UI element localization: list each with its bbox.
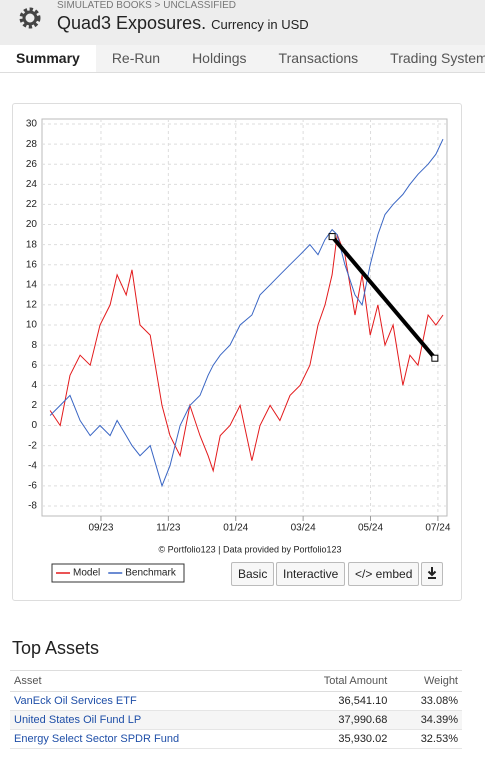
embed-button[interactable]: </> embed <box>348 562 420 586</box>
plot-area <box>41 118 448 517</box>
page-title: Quad3 Exposures. Currency in USD <box>57 13 309 34</box>
tab-bar: Summary Re-Run Holdings Transactions Trading… <box>0 45 485 73</box>
y-tick-label: 8 <box>31 340 37 351</box>
x-tick-label: 11/23 <box>156 523 181 534</box>
y-tick-label: 20 <box>26 219 38 230</box>
y-tick-label: -4 <box>28 460 37 471</box>
section-title: Top Assets <box>12 638 100 658</box>
asset-link[interactable]: Energy Select Sector SPDR Fund <box>14 733 180 745</box>
y-tick-label: 12 <box>26 300 38 311</box>
table-cell: United States Oil Fund LP <box>10 710 280 730</box>
x-tick-label: 09/23 <box>88 523 113 534</box>
x-tick-label: 05/24 <box>358 523 383 534</box>
table-cell: 33.08% <box>391 691 462 711</box>
table-cell: 35,930.02 <box>279 729 392 749</box>
series-line <box>49 138 444 488</box>
y-tick-label: 6 <box>31 360 37 371</box>
y-tick-label: -8 <box>28 501 37 512</box>
download-button[interactable] <box>421 562 443 586</box>
table-cell: 37,990.68 <box>279 710 392 730</box>
table-cell: VanEck Oil Services ETF <box>10 691 280 711</box>
series-line <box>49 234 444 473</box>
x-tick-label: 03/24 <box>291 523 316 534</box>
table-row: VanEck Oil Services ETF 36,541.10 33.08% <box>10 691 462 711</box>
interactive-button[interactable]: Interactive <box>276 562 346 586</box>
y-tick-label: 28 <box>26 139 38 150</box>
chart-card <box>12 103 462 601</box>
chart: -8-6-4-202468101214161820222426283009/23… <box>26 118 451 583</box>
assets-table: Asset Total Amount Weight VanEck Oil Servic… <box>10 670 462 749</box>
table-row: United States Oil Fund LP 37,990.68 34.39% <box>10 710 462 730</box>
basic-button[interactable]: Basic <box>231 562 275 586</box>
tab[interactable]: Summary <box>0 45 96 72</box>
x-tick-label: 01/24 <box>223 523 248 534</box>
tab[interactable]: Transactions <box>278 50 359 66</box>
y-tick-label: 14 <box>26 279 38 290</box>
column-header: Total Amount <box>279 670 392 692</box>
y-tick-label: 16 <box>26 259 38 270</box>
legend-label: Model <box>73 568 100 579</box>
y-tick-label: 18 <box>26 239 38 250</box>
asset-link[interactable]: VanEck Oil Services ETF <box>14 695 137 707</box>
chart-credit: © Portfolio123 | Data provided by Portfo… <box>158 544 341 554</box>
y-tick-label: -2 <box>28 440 37 451</box>
table-cell: Energy Select Sector SPDR Fund <box>10 729 280 749</box>
y-tick-label: 24 <box>26 179 38 190</box>
x-tick-label: 07/24 <box>425 523 450 534</box>
drawdown-point <box>431 354 439 362</box>
subtitle: Currency in USD <box>211 17 309 32</box>
table-row: Energy Select Sector SPDR Fund 35,930.02 3… <box>10 729 462 749</box>
asset-link[interactable]: United States Oil Fund LP <box>14 714 142 726</box>
y-tick-label: 2 <box>31 400 37 411</box>
y-tick-label: 4 <box>31 380 37 391</box>
gear-icon[interactable] <box>14 4 54 44</box>
y-tick-label: 10 <box>26 320 38 331</box>
header: SIMULATED BOOKS > UNCLASSIFIED Quad3 Exp… <box>0 0 485 45</box>
table-cell: 34.39% <box>391 710 462 730</box>
breadcrumb[interactable]: SIMULATED BOOKS > UNCLASSIFIED <box>57 0 237 11</box>
y-tick-label: 0 <box>31 420 37 431</box>
legend-label: Benchmark <box>125 568 177 579</box>
y-tick-label: 30 <box>26 119 38 130</box>
column-header: Weight <box>391 670 462 692</box>
tab[interactable]: Holdings <box>192 50 247 66</box>
y-tick-label: 22 <box>26 199 38 210</box>
column-header: Asset <box>10 670 280 692</box>
y-tick-label: -6 <box>28 480 37 491</box>
table-cell: 36,541.10 <box>279 691 392 711</box>
tab[interactable]: Trading System <box>390 50 485 66</box>
drawdown-line <box>330 235 437 360</box>
tab[interactable]: Re-Run <box>111 50 161 66</box>
y-tick-label: 26 <box>26 159 38 170</box>
table-cell: 32.53% <box>391 729 462 749</box>
drawdown-point <box>328 233 336 241</box>
title: Quad3 Exposures. <box>57 13 207 33</box>
